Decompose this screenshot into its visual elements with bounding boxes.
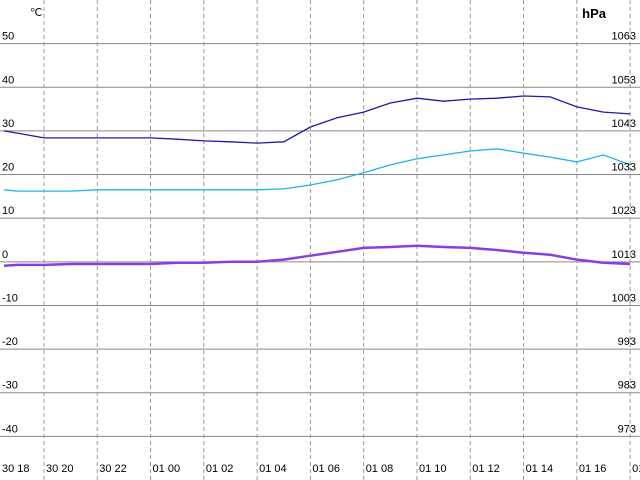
x-tick-label: 01 16 [579,463,607,475]
y2-tick-label: 1043 [612,118,636,130]
x-tick-label: 30 18 [2,463,30,475]
y2-tick-label: 1013 [612,249,636,261]
x-tick-label: 01 06 [312,463,340,475]
y-axis-label: ℃ [30,7,42,19]
x-tick-label: 01 14 [526,463,554,475]
y-tick-label: -30 [2,380,18,392]
y2-tick-label: 1003 [612,292,636,304]
y-tick-label: 20 [2,162,14,174]
y-tick-label: -20 [2,336,18,348]
y-tick-label: -40 [2,423,18,435]
x-tick-label: 01 02 [206,463,234,475]
y-tick-label: -10 [2,292,18,304]
x-tick-label: 01 00 [153,463,181,475]
x-tick-label: 01 [632,463,640,475]
data-line [3,148,631,192]
x-tick-label: 01 04 [259,463,287,475]
y-tick-label: 10 [2,205,14,217]
y2-tick-label: 1063 [612,31,636,43]
y2-axis-label: hPa [582,6,607,21]
y-tick-label: 0 [2,249,8,261]
x-tick-label: 30 20 [46,463,74,475]
y-tick-label: 40 [2,74,14,86]
y2-tick-label: 983 [618,380,636,392]
y2-tick-label: 973 [618,423,636,435]
x-tick-label: 01 12 [472,463,500,475]
y2-tick-label: 1053 [612,74,636,86]
y-tick-label: 50 [2,31,14,43]
y2-tick-label: 1023 [612,205,636,217]
x-tick-label: 30 22 [99,463,127,475]
data-line [3,244,631,267]
data-line [3,95,631,144]
y2-tick-label: 993 [618,336,636,348]
x-tick-label: 01 08 [366,463,394,475]
x-tick-label: 01 10 [419,463,447,475]
y-tick-label: 30 [2,118,14,130]
y2-tick-label: 1033 [612,162,636,174]
